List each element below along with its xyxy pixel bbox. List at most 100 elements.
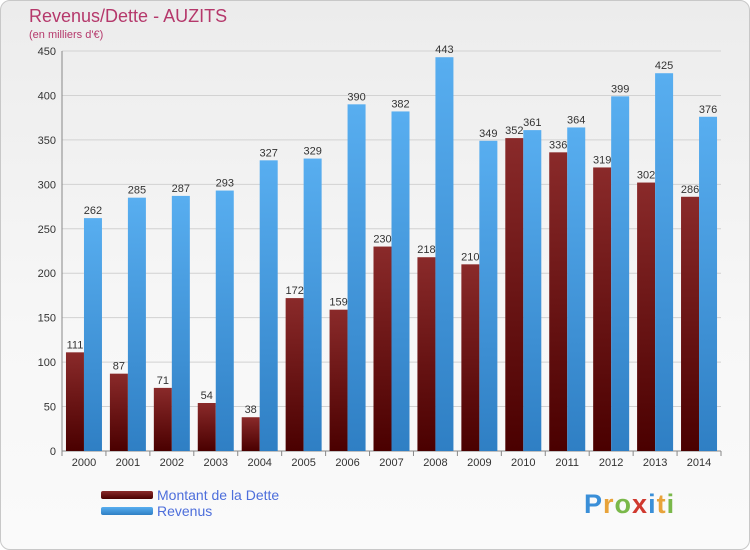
x-tick-label: 2005 bbox=[291, 457, 315, 469]
legend-swatch-dette bbox=[101, 491, 153, 499]
bar-dette bbox=[65, 352, 84, 451]
bar-dette bbox=[373, 246, 392, 451]
y-tick-label: 400 bbox=[38, 90, 56, 102]
bar-revenus bbox=[215, 190, 234, 452]
bar-dette bbox=[153, 387, 172, 451]
data-label: 329 bbox=[303, 146, 321, 158]
bar-dette bbox=[197, 403, 216, 451]
legend: Montant de la Dette Revenus bbox=[101, 487, 279, 519]
data-label: 327 bbox=[260, 147, 278, 159]
bar-revenus bbox=[391, 111, 410, 451]
data-label: 319 bbox=[593, 154, 611, 166]
data-label: 352 bbox=[505, 125, 523, 137]
data-label: 399 bbox=[611, 83, 629, 95]
bar-dette bbox=[593, 167, 612, 451]
proxiti-logo: Proxiti bbox=[584, 489, 675, 520]
x-tick-label: 2001 bbox=[116, 457, 140, 469]
data-label: 210 bbox=[461, 251, 479, 263]
bar-dette bbox=[109, 373, 128, 451]
bar-dette bbox=[505, 138, 524, 451]
logo-letter: o bbox=[614, 489, 633, 519]
bar-revenus bbox=[127, 197, 146, 451]
y-tick-label: 0 bbox=[50, 446, 56, 458]
y-tick-label: 450 bbox=[38, 46, 56, 58]
bar-revenus bbox=[83, 218, 102, 451]
chart-subtitle: (en milliers d'€) bbox=[29, 29, 104, 41]
bar-dette bbox=[241, 417, 260, 451]
x-tick-label: 2014 bbox=[687, 457, 711, 469]
data-label: 349 bbox=[479, 128, 497, 140]
bar-revenus bbox=[655, 73, 674, 451]
y-tick-label: 300 bbox=[38, 179, 56, 191]
legend-item-dette: Montant de la Dette bbox=[101, 487, 279, 503]
bar-dette bbox=[681, 196, 700, 451]
legend-label-dette: Montant de la Dette bbox=[157, 487, 280, 503]
bar-dette bbox=[285, 298, 304, 451]
bar-dette bbox=[461, 264, 480, 451]
logo-letter: t bbox=[656, 489, 667, 519]
bar-revenus bbox=[523, 130, 542, 451]
x-tick-label: 2011 bbox=[555, 457, 579, 469]
bar-revenus bbox=[611, 96, 630, 451]
logo-letter: i bbox=[648, 489, 657, 519]
data-label: 390 bbox=[347, 91, 365, 103]
data-label: 285 bbox=[128, 185, 146, 197]
data-label: 218 bbox=[417, 244, 435, 256]
bar-revenus bbox=[479, 140, 498, 451]
data-label: 382 bbox=[391, 98, 409, 110]
x-tick-label: 2004 bbox=[247, 457, 271, 469]
x-tick-label: 2000 bbox=[72, 457, 96, 469]
y-tick-label: 200 bbox=[38, 268, 56, 280]
bar-dette bbox=[329, 309, 348, 451]
x-tick-label: 2013 bbox=[643, 457, 667, 469]
data-label: 230 bbox=[373, 234, 391, 246]
legend-item-revenus: Revenus bbox=[101, 503, 279, 519]
x-tick-label: 2009 bbox=[467, 457, 491, 469]
x-tick-label: 2007 bbox=[379, 457, 403, 469]
y-tick-label: 100 bbox=[38, 357, 56, 369]
bar-revenus bbox=[699, 116, 718, 452]
data-label: 159 bbox=[329, 297, 347, 309]
data-label: 262 bbox=[84, 205, 102, 217]
data-label: 376 bbox=[699, 104, 717, 116]
bar-revenus bbox=[259, 160, 278, 452]
data-label: 71 bbox=[157, 375, 169, 387]
data-label: 302 bbox=[637, 170, 655, 182]
data-label: 54 bbox=[201, 390, 213, 402]
x-tick-label: 2010 bbox=[511, 457, 535, 469]
logo-letter: P bbox=[584, 489, 604, 519]
data-label: 38 bbox=[245, 404, 257, 416]
x-tick-label: 2008 bbox=[423, 457, 447, 469]
bar-dette bbox=[549, 152, 568, 452]
data-label: 286 bbox=[681, 184, 699, 196]
x-tick-label: 2006 bbox=[335, 457, 359, 469]
bar-revenus bbox=[303, 158, 322, 452]
data-label: 287 bbox=[172, 183, 190, 195]
data-label: 361 bbox=[523, 117, 541, 129]
data-label: 293 bbox=[216, 178, 234, 190]
data-label: 172 bbox=[285, 285, 303, 297]
data-label: 443 bbox=[435, 44, 453, 56]
bar-revenus bbox=[347, 104, 366, 451]
chart-title: Revenus/Dette - AUZITS bbox=[29, 6, 228, 26]
x-tick-label: 2002 bbox=[160, 457, 184, 469]
y-tick-label: 150 bbox=[38, 313, 56, 325]
data-label: 87 bbox=[113, 361, 125, 373]
bar-dette bbox=[417, 257, 436, 451]
logo-letter: r bbox=[603, 489, 615, 519]
legend-label-revenus: Revenus bbox=[157, 503, 213, 519]
data-label: 364 bbox=[567, 114, 585, 126]
legend-swatch-revenus bbox=[101, 507, 153, 515]
y-tick-label: 250 bbox=[38, 224, 56, 236]
y-tick-label: 50 bbox=[44, 402, 56, 414]
x-tick-label: 2003 bbox=[204, 457, 228, 469]
data-label: 111 bbox=[67, 339, 84, 351]
data-label: 336 bbox=[549, 139, 567, 151]
y-tick-label: 350 bbox=[38, 135, 56, 147]
logo-letter: x bbox=[632, 489, 649, 519]
bar-revenus bbox=[171, 195, 190, 451]
bar-revenus bbox=[435, 57, 454, 451]
bar-dette bbox=[637, 182, 656, 452]
